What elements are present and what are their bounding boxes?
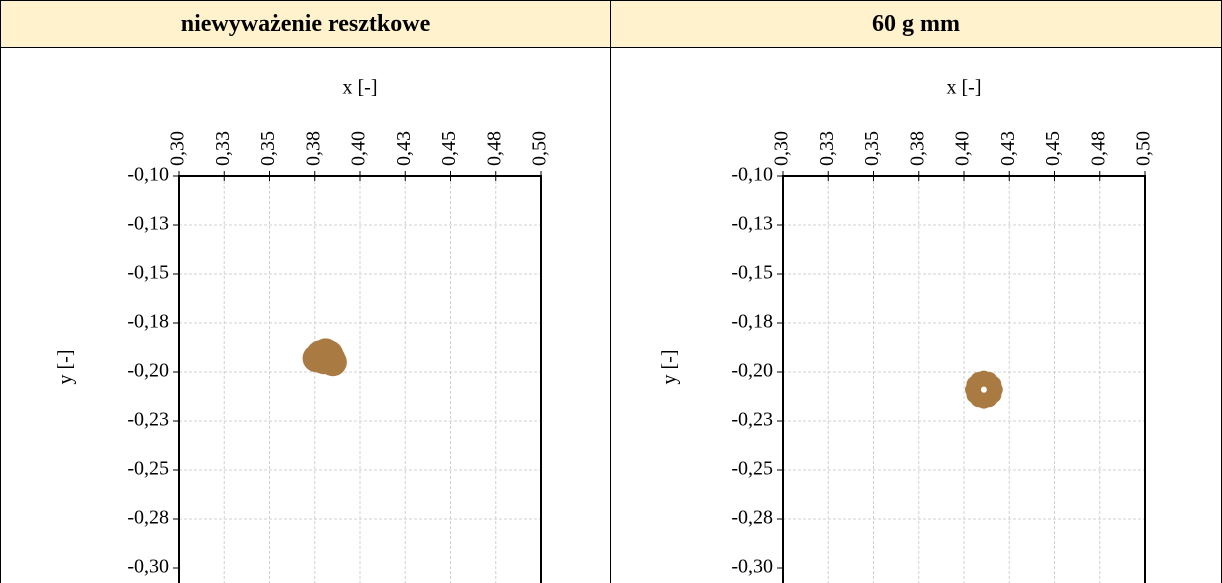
y-axis-title: y [-] <box>659 350 681 385</box>
y-tick-label: -0,25 <box>127 458 169 480</box>
y-tick-label: -0,23 <box>127 409 169 431</box>
y-tick-label: -0,20 <box>731 360 773 382</box>
plot-frame <box>178 175 542 583</box>
x-tick-label: 0,48 <box>483 131 505 166</box>
point <box>315 340 344 369</box>
y-tick-label: -0,28 <box>731 507 773 529</box>
y-tick-label: -0,18 <box>731 311 773 333</box>
x-tick-label: 0,48 <box>1087 131 1109 166</box>
x-tick-label: 0,33 <box>816 131 838 166</box>
y-tick-label: -0,23 <box>731 409 773 431</box>
y-tick-label: -0,25 <box>731 458 773 480</box>
y-tick-label: -0,10 <box>127 164 169 186</box>
x-tick-label: 0,45 <box>1042 131 1064 166</box>
chart: 0,30 0,33 0,35 0,38 0,40 0,43 0,45 0,48 0,50 -0,1… <box>55 77 551 583</box>
y-axis-title: y [-] <box>55 350 77 385</box>
x-tick-label: 0,43 <box>393 131 415 166</box>
y-tick-label: -0,30 <box>731 556 773 578</box>
y-tick-label: -0,20 <box>127 360 169 382</box>
x-tick-label: 0,38 <box>302 131 324 166</box>
x-tick-label: 0,40 <box>952 131 974 166</box>
chart: 0,30 0,33 0,35 0,38 0,40 0,43 0,45 0,48 0,50 -0,1… <box>659 77 1155 583</box>
x-tick-label: 0,35 <box>861 131 883 166</box>
x-tick-label: 0,40 <box>348 131 370 166</box>
x-tick-label: 0,30 <box>771 131 793 166</box>
header-cell: 60 g mm <box>610 0 1222 48</box>
y-tick-label: -0,15 <box>731 262 773 284</box>
x-tick-label: 0,30 <box>167 131 189 166</box>
point <box>985 387 1002 404</box>
x-tick-label: 0,38 <box>906 131 928 166</box>
y-tick-label: -0,28 <box>127 507 169 529</box>
chart-cell: 0,30 0,33 0,35 0,38 0,40 0,43 0,45 0,48 0,50 -0,1… <box>610 47 1222 583</box>
x-tick-label: 0,33 <box>212 131 234 166</box>
x-axis-title: x [-] <box>343 77 378 99</box>
chart-cell: 0,30 0,33 0,35 0,38 0,40 0,43 0,45 0,48 0,50 -0,1… <box>0 47 611 583</box>
x-axis-title: x [-] <box>947 77 982 99</box>
y-tick-label: -0,15 <box>127 262 169 284</box>
header-cell: niewyważenie resztkowe <box>0 0 611 48</box>
x-tick-label: 0,50 <box>529 131 551 166</box>
plot-frame <box>782 175 1146 583</box>
x-tick-label: 0,43 <box>997 131 1019 166</box>
y-tick-label: -0,13 <box>127 213 169 235</box>
y-tick-label: -0,13 <box>731 213 773 235</box>
x-tick-label: 0,45 <box>438 131 460 166</box>
y-tick-label: -0,18 <box>127 311 169 333</box>
y-tick-label: -0,10 <box>731 164 773 186</box>
x-tick-label: 0,50 <box>1133 131 1155 166</box>
y-tick-label: -0,30 <box>127 556 169 578</box>
x-tick-label: 0,35 <box>257 131 279 166</box>
